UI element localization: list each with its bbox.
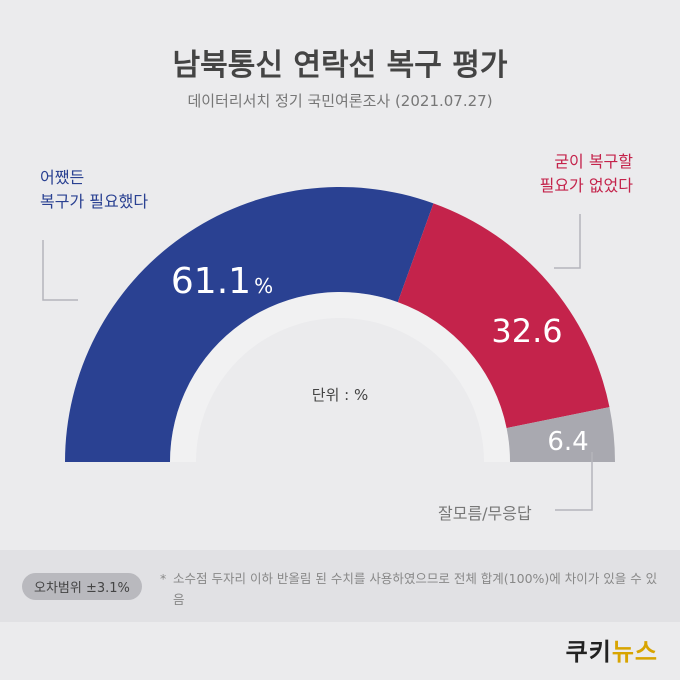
leader-line-no-need xyxy=(554,214,581,269)
footnote-text: 소수점 두자리 이하 반올림 된 수치를 사용하였으므로 전체 합계(100%)… xyxy=(173,571,658,607)
footnote-mark: * xyxy=(160,571,167,586)
inner-ring-decoration xyxy=(170,292,510,462)
footnote: * 소수점 두자리 이하 반올림 된 수치를 사용하였으므로 전체 합계(100… xyxy=(160,568,660,610)
slice-need-restore xyxy=(65,186,434,462)
value-label-no-answer: 6.4 xyxy=(547,427,588,457)
label-need-restore: 어쨌든 복구가 필요했다 xyxy=(40,166,148,214)
label-no-need: 굳이 복구할 필요가 없었다 xyxy=(540,150,633,198)
value-label-no-need: 32.6 xyxy=(491,312,562,350)
slice-no-need xyxy=(397,203,610,429)
value-label-need-restore: 61.1% xyxy=(171,261,273,302)
slice-no-answer xyxy=(506,407,615,462)
label-no-need-line2: 필요가 없었다 xyxy=(539,176,633,195)
page-subtitle: 데이터리서치 정기 국민여론조사 (2021.07.27) xyxy=(187,92,493,110)
unit-label: 단위 : % xyxy=(311,386,369,404)
label-no-answer: 잘모름/무응답 xyxy=(438,504,532,523)
brand-logo: 쿠키뉴스 xyxy=(566,632,658,667)
page-title: 남북통신 연락선 복구 평가 xyxy=(172,48,508,83)
brand-logo-part2: 뉴스 xyxy=(611,638,658,666)
label-no-need-line1: 굳이 복구할 xyxy=(554,152,633,171)
leader-line-need-restore xyxy=(42,240,78,301)
margin-of-error-badge: 오차범위 ±3.1% xyxy=(22,573,142,600)
label-need-restore-line1: 어쨌든 xyxy=(40,168,85,187)
label-need-restore-line2: 복구가 필요했다 xyxy=(40,192,149,211)
brand-logo-part1: 쿠키 xyxy=(565,638,612,666)
leader-line-no-answer xyxy=(555,452,593,511)
